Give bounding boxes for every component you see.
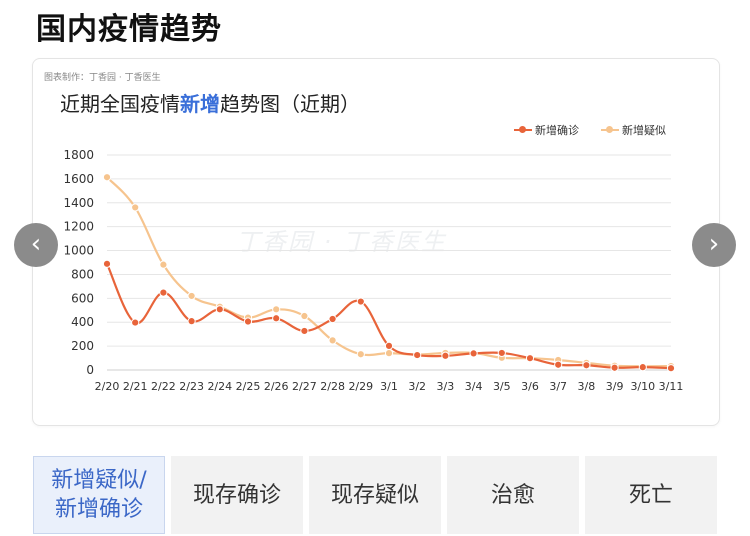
data-point-confirmed	[159, 288, 168, 297]
x-tick-label: 2/22	[151, 380, 176, 393]
x-tick-label: 3/8	[578, 380, 596, 393]
y-tick-label: 1400	[63, 196, 94, 210]
chart-title: 近期全国疫情新增趋势图（近期）	[60, 88, 360, 117]
x-tick-label: 3/11	[659, 380, 684, 393]
legend-item-confirmed[interactable]: 新增确诊	[514, 122, 579, 138]
data-point-confirmed	[469, 349, 478, 358]
chart-credit: 图表制作：丁香园 · 丁香医生	[44, 73, 161, 83]
y-tick-label: 0	[86, 363, 94, 377]
y-tick-label: 200	[71, 339, 94, 353]
x-tick-label: 3/2	[408, 380, 426, 393]
data-point-confirmed	[441, 351, 450, 360]
data-point-confirmed	[582, 361, 591, 370]
x-tick-label: 3/7	[549, 380, 567, 393]
chevron-right-icon[interactable]: ›	[692, 223, 736, 267]
x-tick-label: 3/9	[606, 380, 624, 393]
data-point-suspected	[384, 349, 394, 358]
legend-swatch-suspected	[601, 125, 619, 135]
y-tick-label: 800	[71, 267, 94, 281]
x-tick-label: 2/21	[123, 380, 148, 393]
x-tick-label: 2/26	[264, 380, 289, 393]
data-point-confirmed	[610, 363, 619, 372]
data-point-confirmed	[638, 363, 647, 372]
page-title: 国内疫情趋势	[36, 12, 222, 47]
legend-item-suspected[interactable]: 新增疑似	[601, 122, 666, 138]
data-point-confirmed	[243, 317, 253, 326]
data-point-confirmed	[666, 364, 676, 373]
data-point-confirmed	[413, 350, 422, 360]
data-point-suspected	[131, 203, 140, 212]
x-tick-label: 3/5	[493, 380, 511, 393]
data-point-suspected	[159, 260, 168, 269]
series-line-suspected	[106, 176, 672, 368]
legend-label-confirmed: 新增确诊	[535, 124, 579, 137]
y-tick-label: 1200	[63, 220, 94, 234]
data-point-confirmed	[131, 318, 140, 327]
tab-current-suspected[interactable]: 现存疑似	[309, 456, 441, 534]
chart-title-highlight: 新增	[180, 92, 220, 116]
legend-label-suspected: 新增疑似	[622, 124, 666, 137]
legend-swatch-confirmed	[514, 125, 532, 135]
watermark: 丁香园 · 丁香医生	[236, 228, 447, 256]
chart-title-suffix: 趋势图（近期）	[220, 92, 360, 116]
tab-label: 治愈	[490, 482, 535, 508]
data-point-suspected	[272, 305, 281, 314]
x-tick-label: 2/20	[95, 380, 120, 393]
x-tick-label: 2/24	[207, 380, 232, 393]
data-point-confirmed	[554, 360, 563, 369]
x-tick-label: 3/4	[465, 380, 483, 393]
chart-title-prefix: 近期全国疫情	[60, 92, 180, 116]
data-point-confirmed	[525, 354, 535, 363]
data-point-confirmed	[356, 297, 365, 306]
data-point-confirmed	[300, 326, 309, 336]
data-point-suspected	[356, 350, 365, 359]
data-point-suspected	[102, 173, 112, 182]
data-point-confirmed	[102, 259, 112, 268]
data-point-confirmed	[497, 348, 506, 358]
y-tick-label: 600	[71, 291, 94, 305]
y-tick-label: 1800	[63, 148, 94, 162]
x-tick-label: 2/28	[320, 380, 345, 393]
x-tick-label: 3/6	[521, 380, 539, 393]
data-point-confirmed	[215, 305, 224, 314]
tab-label: 死亡	[628, 482, 673, 508]
x-tick-label: 3/10	[630, 380, 655, 393]
tab-deaths[interactable]: 死亡	[585, 456, 717, 534]
y-tick-label: 1600	[63, 172, 94, 186]
x-tick-label: 2/29	[348, 380, 373, 393]
x-tick-label: 2/25	[236, 380, 261, 393]
y-tick-label: 1000	[63, 244, 94, 258]
data-point-suspected	[300, 311, 309, 321]
x-tick-label: 2/23	[179, 380, 204, 393]
data-point-suspected	[328, 336, 337, 345]
tab-current-confirmed[interactable]: 现存确诊	[171, 456, 303, 534]
x-tick-label: 2/27	[292, 380, 317, 393]
data-point-suspected	[187, 291, 196, 301]
x-tick-label: 3/1	[380, 380, 398, 393]
tab-recovered[interactable]: 治愈	[447, 456, 579, 534]
tab-label: 新增疑似/新增确诊	[51, 468, 147, 522]
tab-label: 现存疑似	[330, 482, 419, 508]
data-point-confirmed	[272, 314, 281, 323]
tab-new-suspected-confirmed[interactable]: 新增疑似/新增确诊	[33, 456, 165, 534]
data-point-confirmed	[328, 314, 337, 324]
data-point-confirmed	[384, 341, 394, 350]
x-tick-label: 3/3	[437, 380, 455, 393]
data-point-confirmed	[187, 317, 196, 326]
y-tick-label: 400	[71, 315, 94, 329]
chevron-left-icon[interactable]: ‹	[14, 223, 58, 267]
tab-label: 现存确诊	[192, 482, 281, 508]
